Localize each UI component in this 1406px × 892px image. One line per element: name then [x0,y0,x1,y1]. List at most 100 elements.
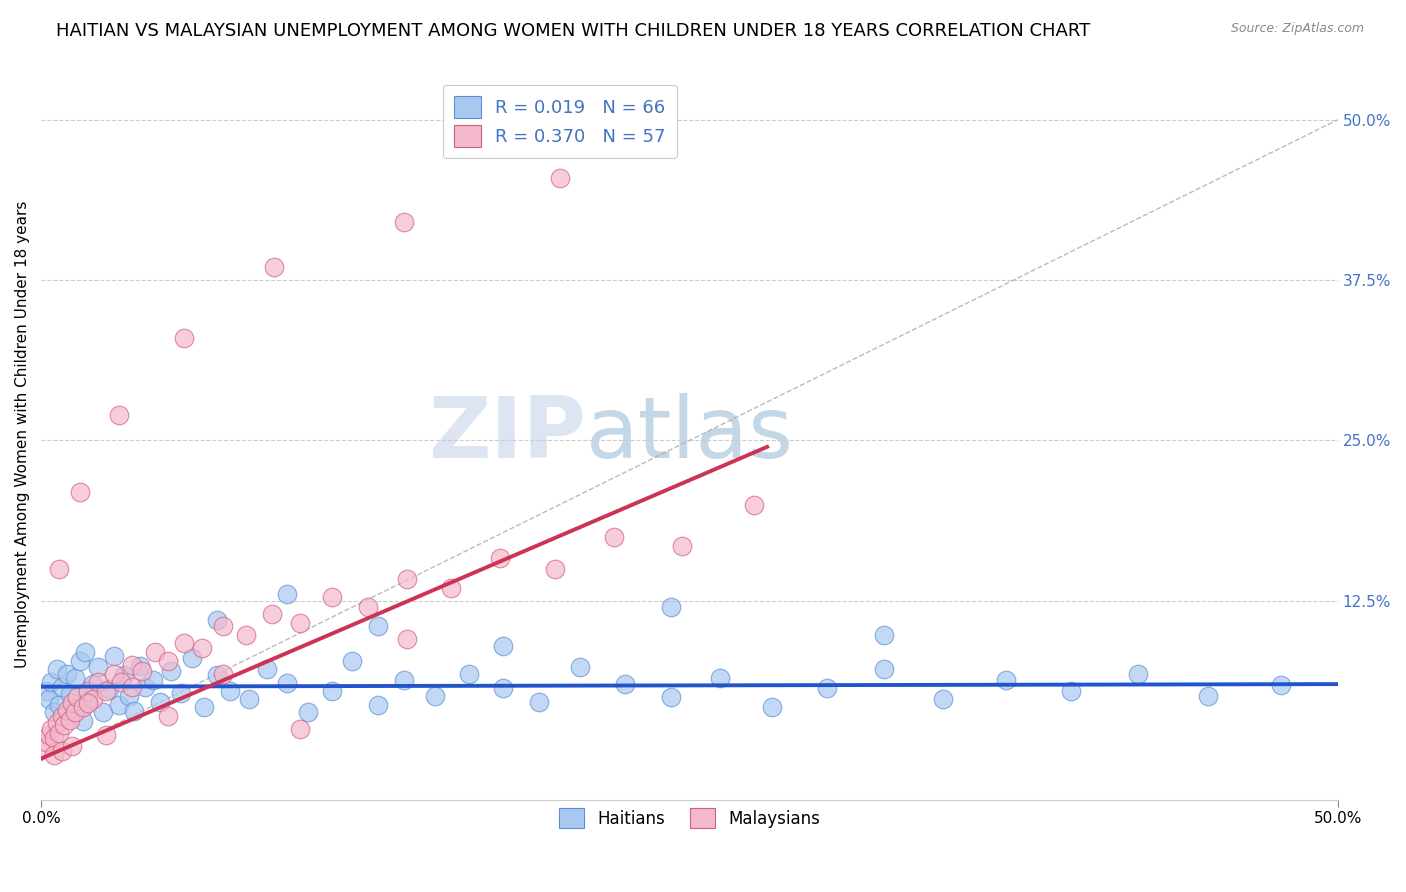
Point [367,698,389,712]
Point [170,686,193,700]
Point [659,600,682,615]
Point [321,590,343,604]
Point [108,698,131,712]
Point [1059,683,1081,698]
Point [238,692,260,706]
Point [66,690,89,704]
Point [873,662,896,676]
Point [53,709,76,723]
Point [671,539,693,553]
Point [290,615,312,630]
Point [93,706,115,720]
Point [143,645,166,659]
Point [321,683,343,698]
Point [191,641,214,656]
Point [543,562,565,576]
Text: HAITIAN VS MALAYSIAN UNEMPLOYMENT AMONG WOMEN WITH CHILDREN UNDER 18 YEARS CORRE: HAITIAN VS MALAYSIAN UNEMPLOYMENT AMONG … [56,22,1091,40]
Text: Source: ZipAtlas.com: Source: ZipAtlas.com [1230,22,1364,36]
Point [159,665,181,679]
Point [761,700,783,714]
Point [263,260,285,275]
Point [45,715,67,730]
Point [69,484,91,499]
Point [1197,689,1219,703]
Point [56,666,79,681]
Point [82,692,104,706]
Point [276,587,298,601]
Text: ZIP: ZIP [427,392,586,475]
Point [35,683,58,698]
Point [207,613,229,627]
Point [260,607,283,621]
Point [42,706,65,720]
Point [53,718,76,732]
Point [121,680,143,694]
Point [51,680,73,694]
Point [94,683,117,698]
Point [193,700,215,714]
Point [815,681,838,695]
Point [108,408,131,422]
Point [59,687,82,701]
Point [60,701,83,715]
Point [392,673,415,688]
Point [357,600,380,615]
Point [603,530,626,544]
Point [51,744,73,758]
Point [48,726,70,740]
Point [134,680,156,694]
Point [75,645,97,659]
Point [103,666,125,681]
Point [72,700,94,714]
Point [76,694,98,708]
Point [932,692,955,706]
Point [873,628,896,642]
Point [492,681,515,695]
Point [709,671,731,685]
Point [173,331,195,345]
Point [87,660,110,674]
Point [69,654,91,668]
Point [492,639,515,653]
Point [207,668,229,682]
Point [128,659,150,673]
Point [142,673,165,688]
Point [72,714,94,729]
Point [395,572,418,586]
Point [82,677,104,691]
Text: atlas: atlas [586,392,793,475]
Point [97,682,120,697]
Point [131,665,153,679]
Point [290,722,312,736]
Point [38,692,60,706]
Point [256,662,278,676]
Point [569,660,592,674]
Point [211,619,233,633]
Point [59,713,82,727]
Point [1270,678,1292,692]
Point [527,695,550,709]
Point [94,728,117,742]
Point [235,628,257,642]
Point [76,696,98,710]
Point [32,741,55,756]
Point [1126,666,1149,681]
Point [38,728,60,742]
Point [458,666,481,681]
Point [87,674,110,689]
Point [440,581,463,595]
Point [425,689,447,703]
Point [994,673,1017,688]
Point [489,551,512,566]
Point [76,683,98,698]
Point [110,674,132,689]
Point [51,709,73,723]
Point [211,666,233,681]
Point [157,654,180,668]
Y-axis label: Unemployment Among Women with Children Under 18 years: Unemployment Among Women with Children U… [15,201,30,668]
Point [395,632,418,647]
Point [157,709,180,723]
Point [149,695,172,709]
Point [118,689,141,703]
Point [35,735,58,749]
